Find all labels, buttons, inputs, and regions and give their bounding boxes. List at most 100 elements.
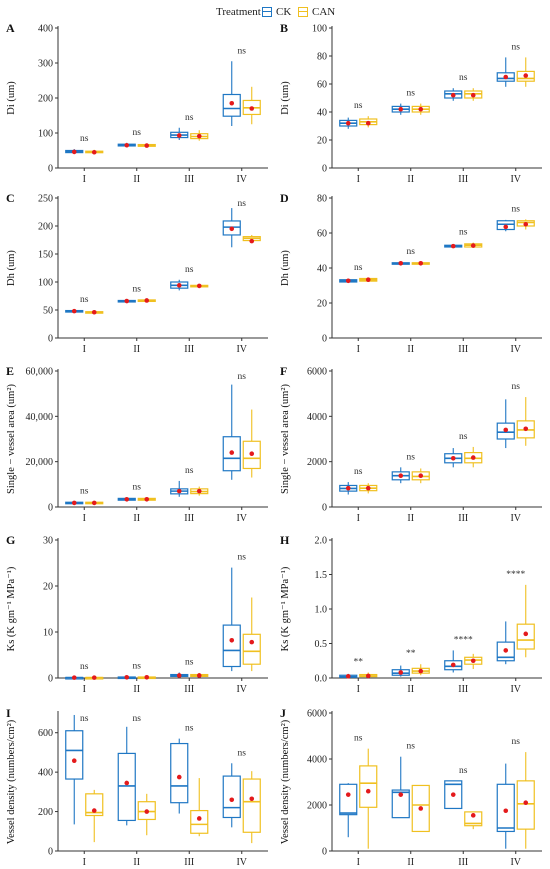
box-ck-iii [444,243,463,249]
box-iqr [85,793,104,817]
mean-dot [71,758,77,764]
box-iqr [117,752,136,822]
x-tick-label: IV [510,174,521,185]
mean-dot [398,106,404,112]
y-tick-label: 20 [317,136,327,147]
mean-dot [71,500,77,506]
x-tick-label: I [83,174,86,185]
mean-dot [365,788,371,794]
y-tick-label: 200 [38,807,53,818]
x-tick-label: I [83,857,86,868]
significance-label: ns [185,466,194,476]
mean-dot [418,106,424,112]
box-iqr [359,765,378,808]
y-tick-label: 2000 [307,801,327,812]
significance-label: ns [238,199,247,209]
x-tick-label: II [407,857,414,868]
mean-dot [523,631,529,637]
mean-dot [523,800,529,805]
significance-label: ns [80,134,89,144]
box-ck-ii [117,298,136,304]
box-ck-ii [391,103,410,115]
y-tick-label: 200 [38,222,53,233]
mean-dot [345,120,351,126]
significance-label: ns [354,263,363,273]
x-tick-label: II [407,174,414,185]
mean-dot [196,816,202,821]
box-can-iv [516,57,535,87]
box-ck-iii [170,738,189,814]
y-tick-label: 400 [38,768,53,779]
legend: Treatment CK CAN [0,4,550,22]
y-tick-label: 40,000 [26,412,54,423]
x-tick-label: II [133,174,140,185]
box-ck-iii [444,780,463,810]
significance-label: ns [354,467,363,477]
significance-label: ns [354,734,363,744]
panel-letter: E [6,364,14,378]
box-can-i [85,675,104,680]
box-ck-iv [496,57,515,87]
y-tick-label: 100 [312,24,327,35]
box-can-ii [411,103,430,115]
box-iqr [516,623,535,650]
box-iqr [339,783,358,816]
box-can-ii [137,675,156,680]
significance-label: ns [133,662,142,672]
box-can-iii [464,653,483,670]
x-tick-label: III [458,857,468,868]
y-tick-label: 6000 [307,709,327,720]
y-tick-label: 20 [43,582,53,593]
box-can-iii [464,446,483,468]
significance-label: ns [407,247,416,257]
box-can-iii [190,130,209,141]
y-axis-label: Single − vessel area (um²) [6,384,17,494]
box-ck-ii [391,467,410,484]
significance-label: ** [406,649,416,659]
mean-dot [418,668,424,674]
mean-dot [176,133,182,138]
panel-letter: I [6,706,11,720]
x-tick-label: III [458,344,468,355]
significance-label: **** [506,570,525,580]
box-ck-i [339,117,358,129]
mean-dot [144,143,150,148]
mean-dot [144,675,150,680]
y-tick-label: 80 [317,194,327,205]
y-tick-label: 300 [38,59,53,70]
y-tick-label: 2000 [307,457,327,468]
x-tick-label: III [184,857,194,868]
mean-dot [196,488,202,494]
significance-label: ns [407,452,416,462]
x-tick-label: III [184,684,194,695]
y-tick-label: 0 [48,674,53,685]
mean-dot [91,149,97,155]
y-tick-label: 100 [38,129,53,140]
box-ck-iii [170,279,189,291]
box-can-iii [190,486,209,496]
panel-letter: A [6,21,15,35]
box-can-iii [464,242,483,248]
y-tick-label: 10 [43,628,53,639]
mean-dot [523,73,529,78]
mean-dot [144,496,150,502]
y-tick-label: 0 [322,503,327,514]
mean-dot [176,283,182,288]
y-tick-label: 1.5 [315,570,328,581]
box-can-ii [137,298,156,303]
legend-label-ck: CK [276,6,292,18]
box-can-ii [411,664,430,676]
box-iqr [496,783,515,833]
significance-label: ns [512,382,521,392]
mean-dot [398,260,404,266]
mean-dot [503,648,509,653]
significance-label: ns [238,748,247,758]
significance-label: ns [185,724,194,734]
box-ck-ii [117,142,136,148]
mean-dot [470,813,476,818]
mean-dot [249,639,255,645]
significance-label: ** [354,657,364,667]
panel-letter: H [280,533,290,547]
